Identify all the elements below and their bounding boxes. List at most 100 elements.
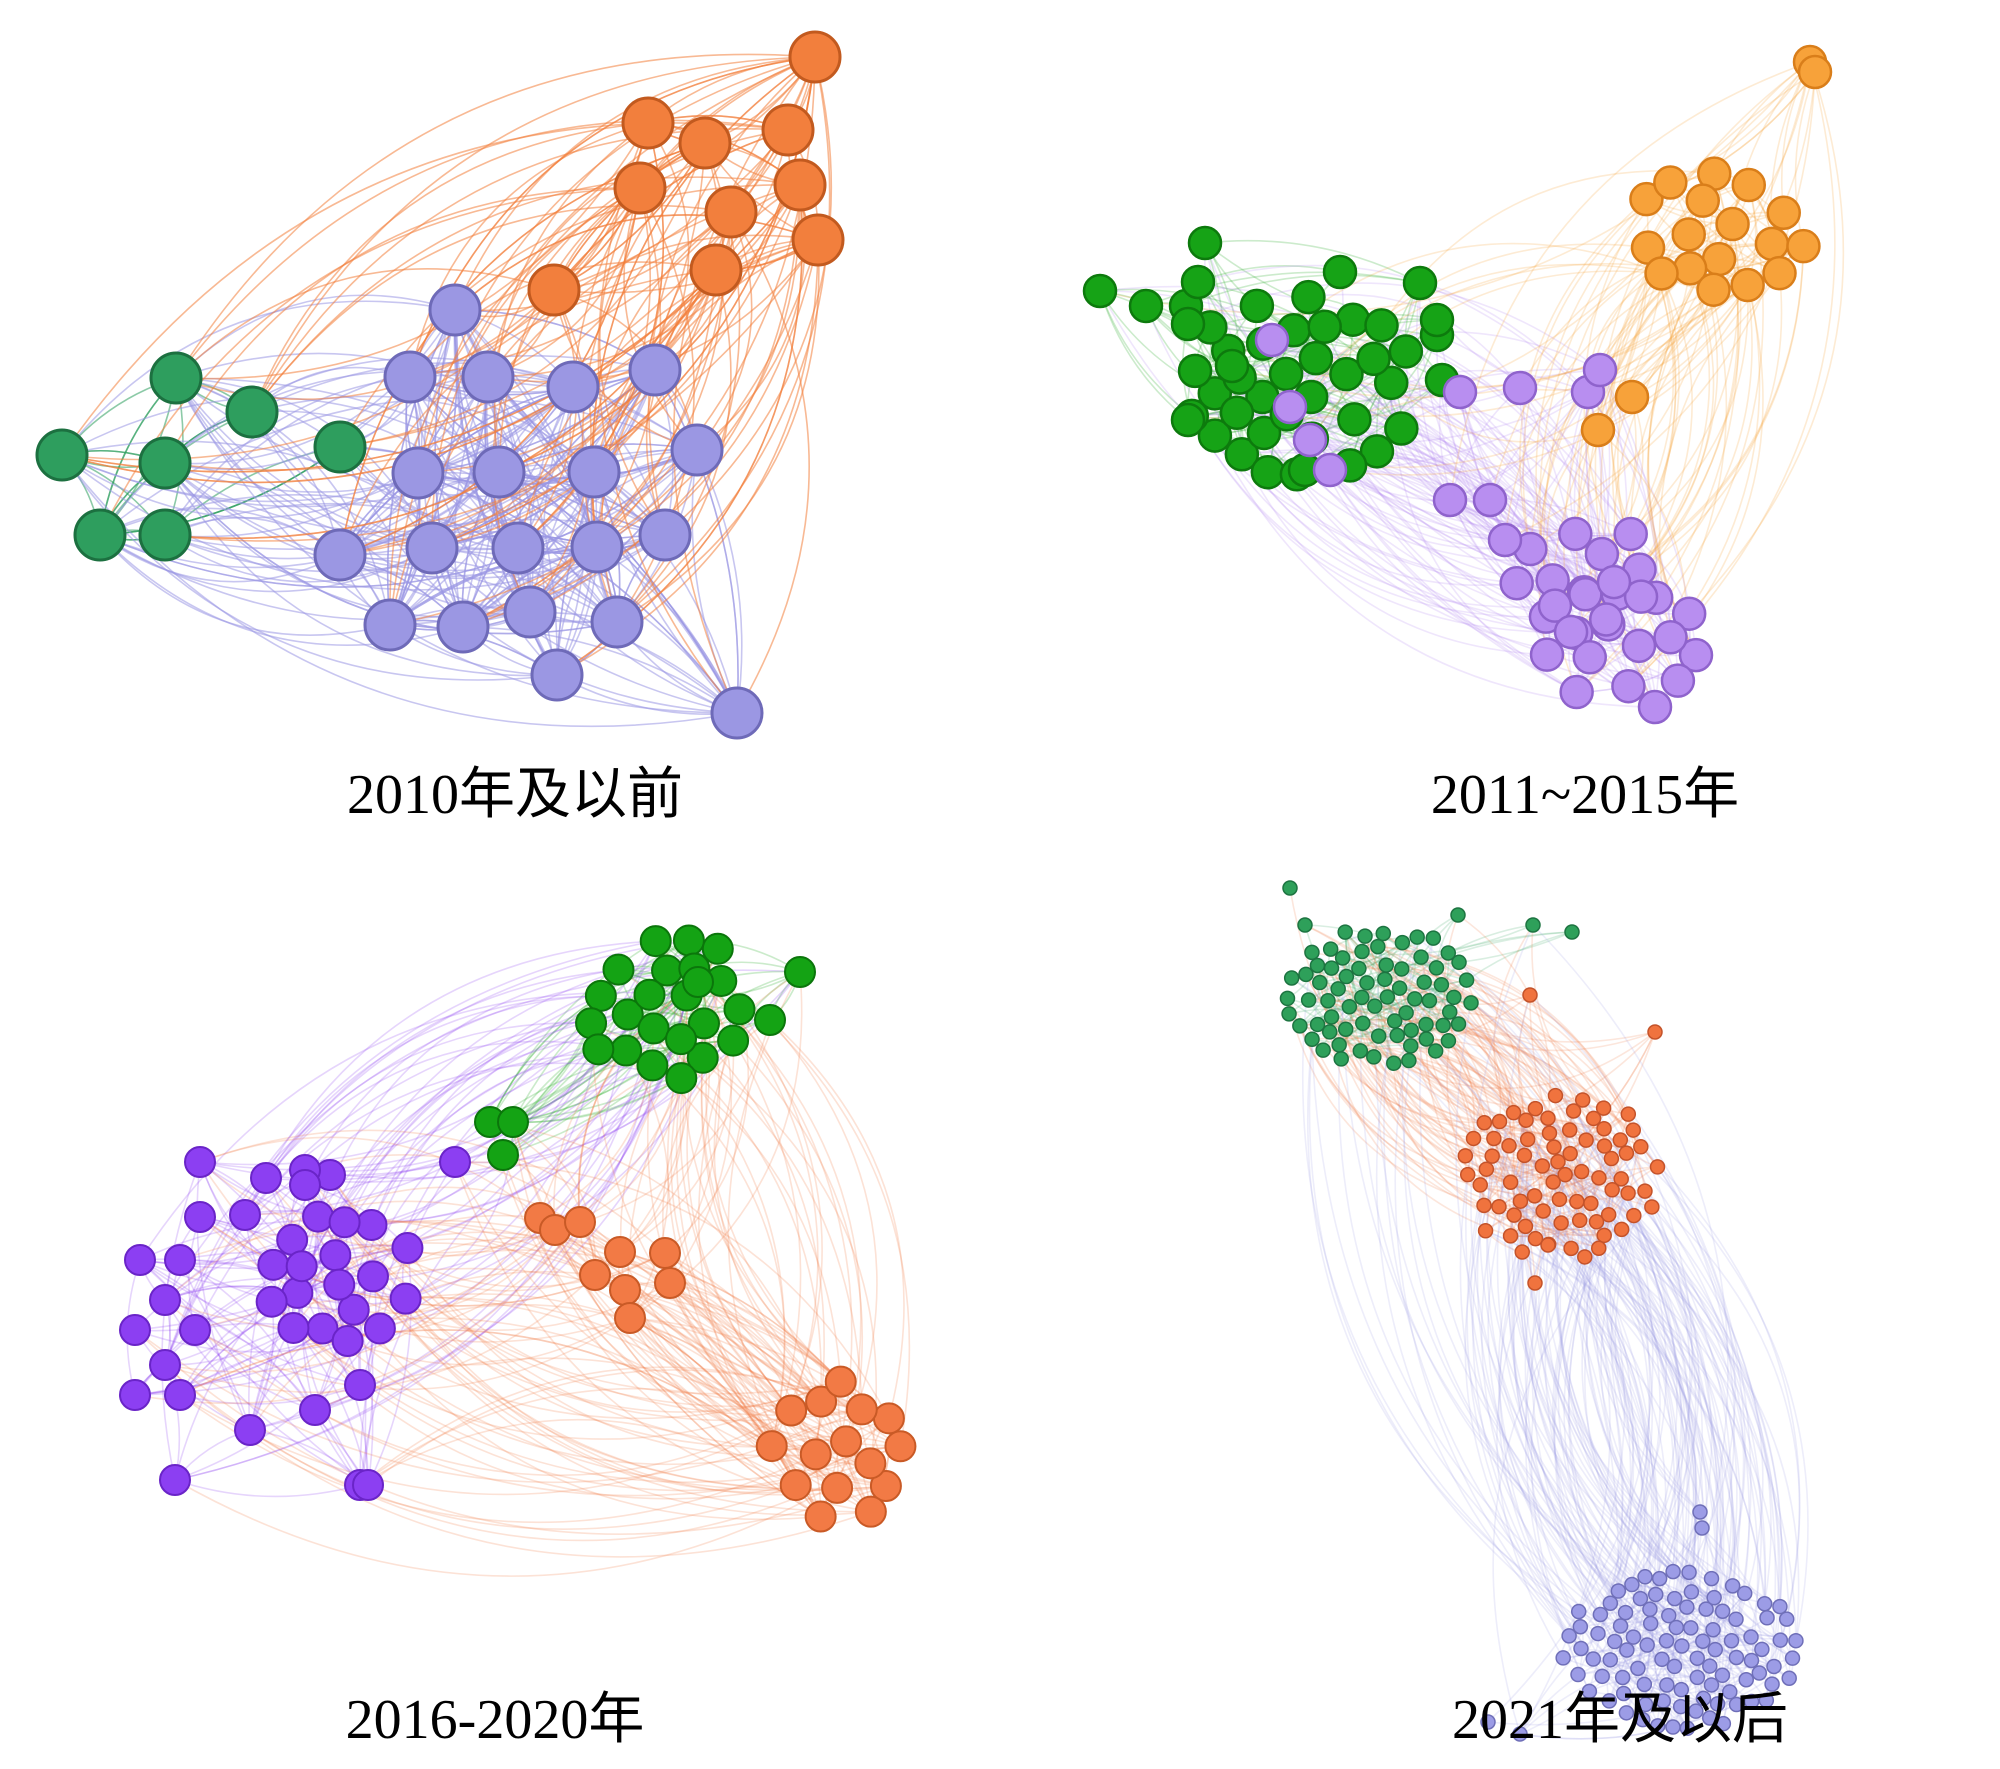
network-edge bbox=[738, 1008, 823, 1447]
network-edge bbox=[329, 1174, 901, 1451]
network-node-purple bbox=[1655, 1693, 1672, 1709]
network-edge bbox=[1204, 239, 1421, 284]
network-node-purple bbox=[229, 1199, 261, 1231]
network-node-orange bbox=[788, 30, 842, 84]
network-edge bbox=[1651, 1206, 1764, 1642]
network-node-purple bbox=[164, 1379, 196, 1411]
network-node-green bbox=[1354, 989, 1370, 1006]
network-edge bbox=[164, 939, 690, 1366]
network-edge bbox=[1557, 1178, 1627, 1614]
network-edge bbox=[1449, 61, 1811, 501]
network-edge bbox=[407, 1217, 541, 1257]
network-node-purple bbox=[428, 283, 482, 337]
network-edge bbox=[1557, 1161, 1781, 1667]
network-node-purple bbox=[638, 508, 692, 562]
network-edge bbox=[1377, 945, 1581, 1221]
network-edge bbox=[553, 129, 789, 291]
network-edge bbox=[164, 1013, 628, 1366]
network-edge bbox=[1629, 245, 1804, 534]
network-edge bbox=[664, 56, 833, 536]
network-node-purple bbox=[1637, 689, 1673, 725]
network-node-purple bbox=[1568, 577, 1603, 612]
network-edge bbox=[625, 1050, 669, 1319]
network-node-purple bbox=[276, 1223, 309, 1256]
network-edge bbox=[1344, 931, 1676, 1572]
network-node-purple bbox=[628, 343, 682, 397]
network-edge bbox=[344, 1221, 666, 1288]
network-node-green bbox=[1440, 1033, 1457, 1049]
network-node-green bbox=[610, 1034, 643, 1067]
network-node-purple bbox=[439, 1146, 471, 1178]
network-edge bbox=[344, 1038, 682, 1224]
network-node-green bbox=[1341, 998, 1358, 1015]
network-node-orange bbox=[1565, 1103, 1582, 1119]
network-node-green bbox=[672, 924, 705, 957]
network-node-orange bbox=[1629, 181, 1664, 217]
network-edge bbox=[179, 1259, 369, 1486]
network-edge bbox=[1360, 1047, 1527, 1121]
network-edge bbox=[1599, 369, 1628, 594]
network-edge bbox=[669, 1282, 842, 1383]
network-node-orange bbox=[1730, 267, 1765, 303]
network-edge bbox=[1344, 931, 1455, 999]
network-edge bbox=[1731, 61, 1811, 225]
network-node-green bbox=[1413, 949, 1429, 965]
network-node-orange bbox=[1620, 1106, 1637, 1122]
network-node-green bbox=[1214, 348, 1250, 384]
network-edge bbox=[389, 376, 489, 626]
network-node-green bbox=[1407, 991, 1423, 1007]
network-node-green bbox=[1180, 264, 1216, 300]
network-edge bbox=[1459, 391, 1585, 593]
network-node-green bbox=[1321, 1024, 1338, 1040]
network-node-green bbox=[1197, 376, 1233, 411]
network-edge bbox=[655, 940, 802, 1447]
network-edge bbox=[301, 1216, 319, 1411]
network-node-purple bbox=[331, 1325, 364, 1358]
network-edge bbox=[1425, 952, 1450, 1040]
network-edge bbox=[1447, 1040, 1583, 1103]
network-node-orange bbox=[1506, 1207, 1522, 1223]
network-edge bbox=[139, 1259, 340, 1291]
network-node-green bbox=[1418, 1016, 1434, 1033]
network-edge bbox=[175, 268, 555, 379]
network-node-purple bbox=[491, 521, 545, 575]
network-edge bbox=[1608, 1214, 1734, 1712]
network-node-purple bbox=[319, 1239, 352, 1272]
panel-caption: 2011~2015年 bbox=[1430, 764, 1740, 826]
network-panel-2011-2015: 2011~2015年 bbox=[1000, 0, 2000, 860]
network-node-green bbox=[1401, 1052, 1417, 1069]
network-node-purple bbox=[277, 1311, 310, 1344]
network-edge bbox=[1399, 924, 1534, 989]
network-graph-2010 bbox=[35, 30, 845, 740]
network-node-green bbox=[1337, 402, 1372, 437]
network-node-purple bbox=[1585, 1651, 1601, 1667]
network-edge bbox=[1470, 1002, 1576, 1249]
network-edge bbox=[1597, 273, 1663, 431]
network-node-purple bbox=[436, 600, 490, 654]
network-node-green bbox=[1378, 957, 1395, 973]
network-node-green bbox=[1386, 1013, 1403, 1029]
network-node-purple bbox=[1784, 1650, 1801, 1666]
network-node-orange bbox=[1797, 54, 1833, 90]
network-edge bbox=[1449, 497, 1632, 535]
network-node-green bbox=[665, 1023, 698, 1056]
network-edge bbox=[304, 1169, 822, 1408]
network-edge bbox=[462, 626, 738, 714]
network-node-green bbox=[1458, 972, 1475, 988]
network-node-orange bbox=[1600, 1206, 1617, 1223]
network-node-purple bbox=[1705, 1622, 1721, 1638]
network-edge bbox=[338, 1249, 842, 1383]
network-edge bbox=[1383, 942, 1688, 1729]
network-edge bbox=[1399, 987, 1494, 1157]
network-edge bbox=[1638, 268, 1715, 571]
network-node-green bbox=[1298, 340, 1334, 376]
network-edge bbox=[61, 300, 456, 456]
panel-caption: 2021年及以后 bbox=[1452, 1689, 1788, 1751]
network-edge bbox=[1485, 1166, 1658, 1232]
network-edge bbox=[1581, 1235, 1688, 1608]
network-edge bbox=[244, 995, 601, 1216]
network-edge bbox=[405, 995, 688, 1300]
network-edge bbox=[339, 187, 641, 556]
network-node-green bbox=[1128, 288, 1164, 324]
network-edge bbox=[730, 211, 810, 714]
